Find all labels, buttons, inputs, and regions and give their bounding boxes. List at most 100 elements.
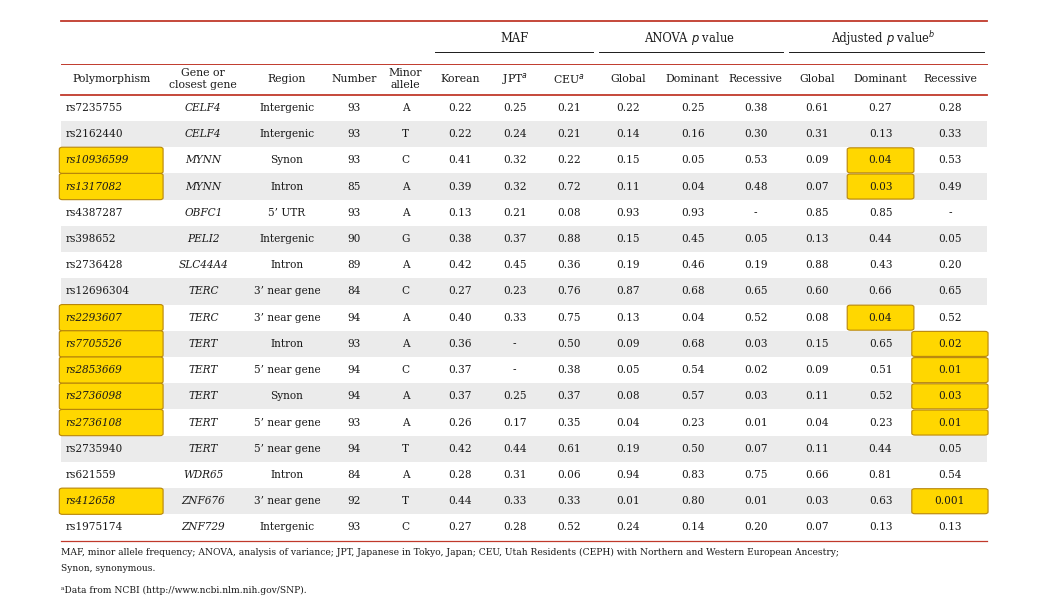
Text: C: C xyxy=(401,156,410,165)
Text: 89: 89 xyxy=(347,260,360,270)
Text: 0.44: 0.44 xyxy=(868,234,893,244)
Text: 0.36: 0.36 xyxy=(448,339,472,349)
Bar xyxy=(61,514,987,541)
Text: Adjusted: Adjusted xyxy=(831,32,886,45)
Text: 0.68: 0.68 xyxy=(681,287,704,296)
Text: 0.22: 0.22 xyxy=(616,103,640,113)
Bar xyxy=(61,357,987,383)
Text: 0.11: 0.11 xyxy=(805,444,829,454)
Text: 0.93: 0.93 xyxy=(681,208,704,218)
Text: 0.01: 0.01 xyxy=(743,418,768,427)
Text: 0.88: 0.88 xyxy=(805,260,829,270)
Text: 0.13: 0.13 xyxy=(616,313,640,322)
Text: TERC: TERC xyxy=(189,287,218,296)
Text: 0.24: 0.24 xyxy=(616,523,640,532)
FancyBboxPatch shape xyxy=(847,148,914,173)
Bar xyxy=(61,409,987,436)
FancyBboxPatch shape xyxy=(59,173,163,200)
Text: MAF, minor allele frequency; ANOVA, analysis of variance; JPT, Japanese in Tokyo: MAF, minor allele frequency; ANOVA, anal… xyxy=(61,548,840,557)
Text: 0.32: 0.32 xyxy=(503,156,526,165)
Text: 0.02: 0.02 xyxy=(938,339,962,349)
Text: 0.15: 0.15 xyxy=(616,234,640,244)
Text: rs12696304: rs12696304 xyxy=(66,287,130,296)
Text: 0.60: 0.60 xyxy=(805,287,829,296)
Text: rs1317082: rs1317082 xyxy=(66,182,123,191)
Text: OBFC1: OBFC1 xyxy=(184,208,222,218)
Text: 0.75: 0.75 xyxy=(743,470,768,480)
Text: 0.02: 0.02 xyxy=(743,365,768,375)
Text: 0.01: 0.01 xyxy=(616,496,640,506)
Text: rs2736098: rs2736098 xyxy=(66,392,123,401)
Bar xyxy=(61,278,987,305)
Text: 0.38: 0.38 xyxy=(448,234,472,244)
Text: CELF4: CELF4 xyxy=(185,129,221,139)
Text: A: A xyxy=(401,103,410,113)
Text: 0.14: 0.14 xyxy=(616,129,640,139)
Text: rs2736108: rs2736108 xyxy=(66,418,123,427)
Text: 0.09: 0.09 xyxy=(805,365,829,375)
Text: Intron: Intron xyxy=(270,260,304,270)
FancyBboxPatch shape xyxy=(912,410,988,435)
Text: Intergenic: Intergenic xyxy=(259,234,315,244)
Text: TERC: TERC xyxy=(189,313,218,322)
Text: 0.22: 0.22 xyxy=(557,156,580,165)
Text: WDR65: WDR65 xyxy=(183,470,223,480)
Text: 0.37: 0.37 xyxy=(448,365,472,375)
Text: 0.11: 0.11 xyxy=(616,182,640,191)
Text: 5’ near gene: 5’ near gene xyxy=(254,444,320,454)
Text: 0.52: 0.52 xyxy=(557,523,580,532)
Text: Dominant: Dominant xyxy=(666,74,719,84)
Text: 0.44: 0.44 xyxy=(448,496,472,506)
Text: T: T xyxy=(402,496,409,506)
Text: PELI2: PELI2 xyxy=(187,234,219,244)
Text: 0.87: 0.87 xyxy=(616,287,640,296)
Text: 0.09: 0.09 xyxy=(805,156,829,165)
Text: 0.04: 0.04 xyxy=(868,313,893,322)
Text: -: - xyxy=(948,208,952,218)
Text: 0.53: 0.53 xyxy=(938,156,962,165)
Text: 0.21: 0.21 xyxy=(557,103,580,113)
FancyBboxPatch shape xyxy=(59,409,163,436)
Text: 0.37: 0.37 xyxy=(557,392,580,401)
Text: 0.65: 0.65 xyxy=(938,287,962,296)
Text: 0.04: 0.04 xyxy=(805,418,829,427)
Text: 0.13: 0.13 xyxy=(868,523,893,532)
Text: 0.27: 0.27 xyxy=(448,287,472,296)
Bar xyxy=(61,95,987,121)
Text: 0.20: 0.20 xyxy=(743,523,768,532)
Text: 3’ near gene: 3’ near gene xyxy=(254,313,320,322)
Text: 0.24: 0.24 xyxy=(503,129,526,139)
Text: Synon, synonymous.: Synon, synonymous. xyxy=(61,564,156,573)
FancyBboxPatch shape xyxy=(847,305,914,330)
Text: 0.46: 0.46 xyxy=(681,260,704,270)
Bar xyxy=(61,383,987,409)
Text: -: - xyxy=(513,365,517,375)
Text: 0.50: 0.50 xyxy=(557,339,580,349)
FancyBboxPatch shape xyxy=(912,489,988,514)
Text: Intergenic: Intergenic xyxy=(259,103,315,113)
Text: 0.50: 0.50 xyxy=(681,444,704,454)
Text: MAF: MAF xyxy=(500,32,528,45)
Text: 0.38: 0.38 xyxy=(743,103,768,113)
FancyBboxPatch shape xyxy=(59,357,163,383)
FancyBboxPatch shape xyxy=(59,147,163,173)
Text: 0.11: 0.11 xyxy=(805,392,829,401)
Text: TERT: TERT xyxy=(189,392,218,401)
Text: CEU$^a$: CEU$^a$ xyxy=(553,72,585,86)
Text: 0.17: 0.17 xyxy=(503,418,526,427)
Text: 0.33: 0.33 xyxy=(557,496,580,506)
Text: 0.28: 0.28 xyxy=(503,523,526,532)
Text: 0.31: 0.31 xyxy=(805,129,829,139)
Text: 0.08: 0.08 xyxy=(557,208,580,218)
Text: 0.03: 0.03 xyxy=(743,339,768,349)
Text: rs2736428: rs2736428 xyxy=(66,260,123,270)
Text: 0.08: 0.08 xyxy=(616,392,640,401)
Text: 85: 85 xyxy=(347,182,360,191)
Text: rs4387287: rs4387287 xyxy=(66,208,123,218)
Text: 93: 93 xyxy=(347,103,360,113)
Text: 93: 93 xyxy=(347,339,360,349)
Text: 0.75: 0.75 xyxy=(557,313,580,322)
Text: 0.13: 0.13 xyxy=(448,208,472,218)
Bar xyxy=(61,147,987,173)
Text: rs2293607: rs2293607 xyxy=(66,313,123,322)
